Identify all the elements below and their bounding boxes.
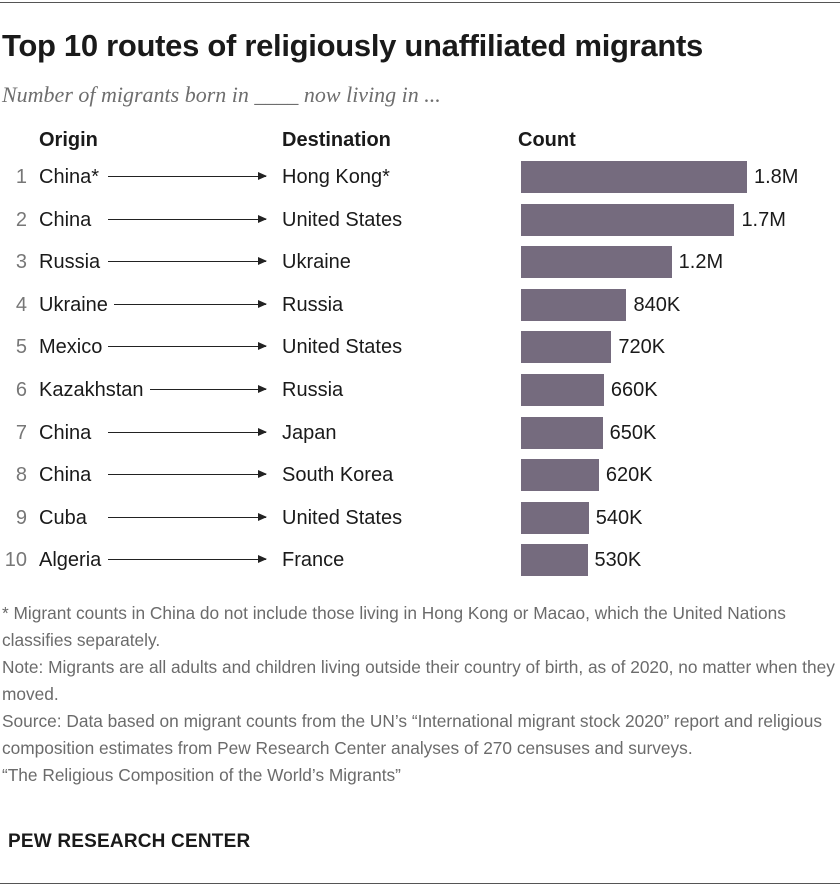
rank-label: 8 — [15, 464, 27, 487]
value-label: 660K — [610, 379, 658, 401]
bar — [521, 288, 627, 321]
destination-label: France — [282, 549, 345, 572]
origin-label: Cuba — [39, 506, 87, 529]
top-rule — [0, 2, 840, 3]
table-row: 6 Kazakhstan Russia 660K — [0, 372, 840, 414]
destination-label: Russia — [282, 379, 344, 401]
bar — [521, 246, 672, 279]
rank-label: 9 — [15, 506, 27, 529]
route-arrow-icon — [149, 385, 268, 393]
table-row: 2 China United States 1.7M — [0, 202, 840, 244]
value-label: 1.8M — [754, 166, 799, 188]
brand-logo-text: PEW RESEARCH CENTER — [8, 831, 251, 852]
destination-label: Ukraine — [282, 251, 351, 274]
report-title: “The Religious Composition of the World’… — [2, 765, 401, 785]
chart-notes: * Migrant counts in China do not include… — [2, 600, 838, 789]
note: Note: Migrants are all adults and childr… — [2, 657, 835, 704]
rank-label: 10 — [4, 549, 27, 572]
rank-label: 3 — [15, 251, 27, 274]
count-header: Count — [518, 129, 576, 151]
table-row: 5 Mexico United States 720K — [0, 329, 840, 371]
destination-label: Japan — [282, 421, 337, 444]
value-label: 840K — [633, 293, 681, 316]
origin-label: Kazakhstan — [39, 379, 144, 401]
origin-label: China — [39, 421, 92, 444]
chart-subtitle: Number of migrants born in ____ now livi… — [2, 82, 441, 107]
destination-label: Hong Kong* — [282, 166, 390, 188]
bar — [521, 501, 589, 534]
bar — [521, 459, 599, 492]
rank-label: 5 — [15, 336, 27, 359]
origin-header: Origin — [39, 129, 98, 151]
route-arrow-icon — [108, 512, 267, 521]
value-label: 720K — [618, 336, 666, 359]
table-row: 1 China* Hong Kong* 1.8M — [0, 159, 840, 201]
destination-label: United States — [282, 336, 403, 359]
source: Source: Data based on migrant counts fro… — [2, 711, 822, 758]
bar — [521, 416, 603, 449]
value-label: 540K — [595, 506, 643, 529]
origin-label: Algeria — [39, 549, 102, 572]
origin-label: Mexico — [39, 336, 103, 359]
destination-label: South Korea — [282, 464, 394, 487]
route-arrow-icon — [108, 470, 267, 479]
rank-label: 6 — [15, 379, 27, 401]
destination-label: United States — [282, 208, 403, 231]
table-row: 8 China South Korea 620K — [0, 457, 840, 499]
destination-label: Russia — [282, 293, 344, 316]
route-arrow-icon — [113, 299, 268, 308]
footnote: * Migrant counts in China do not include… — [2, 603, 786, 650]
bar — [521, 374, 604, 406]
bar — [521, 331, 612, 364]
route-arrow-icon — [108, 257, 267, 266]
route-arrow-icon — [108, 172, 267, 180]
value-label: 1.7M — [741, 208, 786, 231]
bar — [521, 161, 747, 193]
bar — [521, 203, 735, 236]
rank-label: 1 — [15, 166, 27, 188]
destination-header: Destination — [282, 129, 391, 151]
rank-label: 7 — [15, 421, 27, 444]
bottom-rule — [0, 883, 840, 884]
origin-label: China — [39, 208, 92, 231]
origin-label: China* — [39, 166, 100, 188]
table-row: 9 Cuba United States 540K — [0, 500, 840, 542]
chart-title: Top 10 routes of religiously unaffiliate… — [2, 28, 703, 63]
origin-label: China — [39, 464, 92, 487]
route-arrow-icon — [108, 214, 267, 223]
route-arrow-icon — [108, 342, 267, 351]
table-row: 10 Algeria France 530K — [0, 542, 840, 584]
origin-label: Russia — [39, 251, 101, 274]
origin-label: Ukraine — [39, 293, 108, 316]
table-row: 3 Russia Ukraine 1.2M — [0, 244, 840, 286]
bar — [521, 544, 588, 577]
destination-label: United States — [282, 506, 403, 529]
rank-label: 2 — [15, 208, 27, 231]
table-row: 7 China Japan 650K — [0, 415, 840, 457]
table-row: 4 Ukraine Russia 840K — [0, 287, 840, 329]
rank-label: 4 — [15, 293, 27, 316]
route-arrow-icon — [108, 555, 267, 564]
value-label: 1.2M — [678, 251, 724, 274]
value-label: 650K — [609, 421, 657, 444]
route-arrow-icon — [108, 427, 267, 436]
value-label: 620K — [605, 464, 653, 487]
value-label: 530K — [594, 549, 642, 572]
